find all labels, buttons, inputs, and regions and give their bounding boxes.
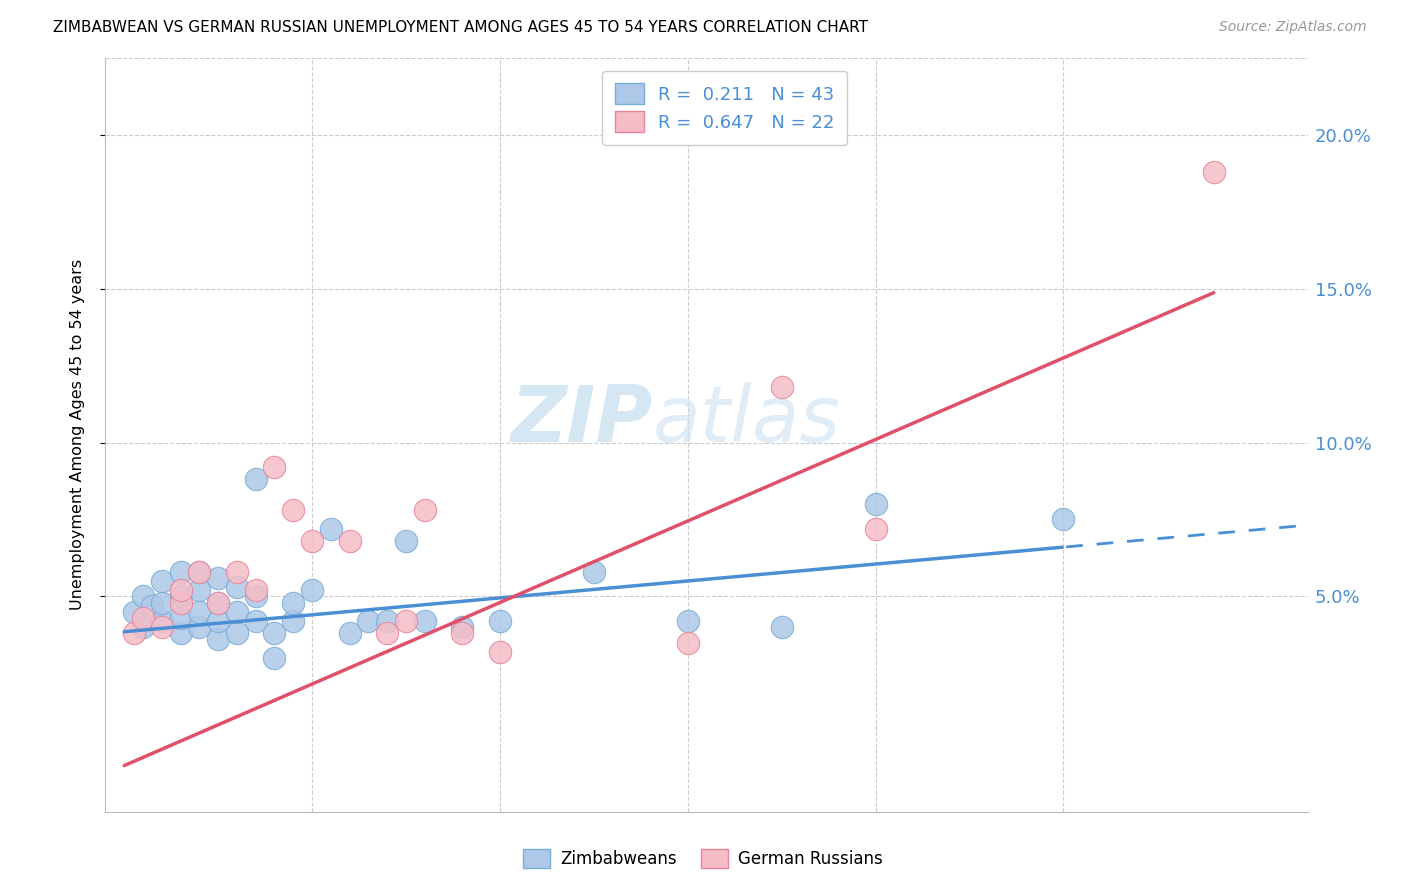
Point [357,614,380,628]
Point [489,614,512,628]
Point [582,565,605,579]
Point [301,583,323,598]
Point [676,614,699,628]
Point [283,595,305,609]
Point [375,626,398,640]
Point [150,595,173,609]
Point [188,620,211,634]
Point [865,522,887,536]
Point [150,574,173,588]
Legend: R =  0.211   N = 43, R =  0.647   N = 22: R = 0.211 N = 43, R = 0.647 N = 22 [602,70,846,145]
Point [188,583,211,598]
Point [122,626,145,640]
Point [150,620,173,634]
Point [395,533,418,548]
Point [395,614,418,628]
Point [132,620,155,634]
Point [413,503,436,517]
Point [263,460,285,475]
Point [150,614,173,628]
Point [375,614,398,628]
Text: atlas: atlas [652,382,841,458]
Point [188,565,211,579]
Point [169,583,191,598]
Point [319,522,342,536]
Point [865,497,887,511]
Point [226,565,249,579]
Point [207,595,229,609]
Point [169,626,191,640]
Point [122,605,145,619]
Point [188,605,211,619]
Point [245,614,267,628]
Point [141,599,163,613]
Point [169,611,191,625]
Point [245,473,267,487]
Point [1052,512,1074,526]
Point [451,620,474,634]
Point [132,611,155,625]
Point [451,626,474,640]
Point [770,380,793,394]
Point [245,583,267,598]
Legend: Zimbabweans, German Russians: Zimbabweans, German Russians [516,843,890,875]
Point [413,614,436,628]
Point [339,533,361,548]
Point [169,590,191,604]
Point [207,571,229,585]
Point [339,626,361,640]
Point [226,580,249,594]
Point [207,632,229,647]
Point [301,533,323,548]
Point [283,614,305,628]
Point [169,595,191,609]
Point [207,614,229,628]
Point [489,645,512,659]
Point [169,565,191,579]
Y-axis label: Unemployment Among Ages 45 to 54 years: Unemployment Among Ages 45 to 54 years [70,260,84,610]
Point [132,590,155,604]
Point [188,565,211,579]
Point [770,620,793,634]
Text: ZIP: ZIP [510,382,652,458]
Point [245,590,267,604]
Point [226,626,249,640]
Point [207,595,229,609]
Point [676,635,699,649]
Point [263,651,285,665]
Point [283,503,305,517]
Point [1202,165,1225,179]
Point [226,605,249,619]
Text: ZIMBABWEAN VS GERMAN RUSSIAN UNEMPLOYMENT AMONG AGES 45 TO 54 YEARS CORRELATION : ZIMBABWEAN VS GERMAN RUSSIAN UNEMPLOYMEN… [53,20,869,35]
Text: Source: ZipAtlas.com: Source: ZipAtlas.com [1219,20,1367,34]
Point [263,626,285,640]
